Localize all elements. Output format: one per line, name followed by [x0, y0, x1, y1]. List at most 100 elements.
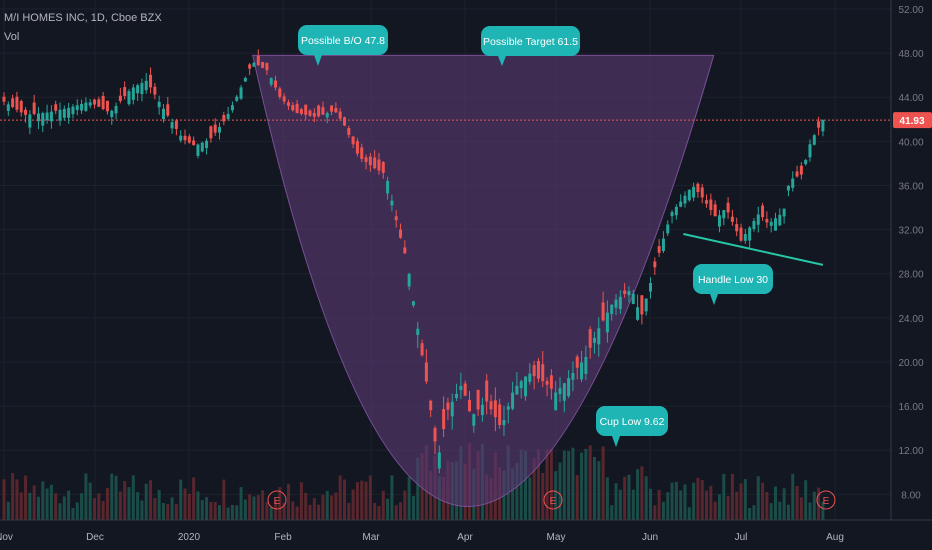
- volume-bar: [248, 494, 252, 520]
- candle-body: [49, 111, 53, 122]
- candle-body: [614, 299, 618, 308]
- volume-bar: [161, 503, 165, 520]
- volume-bar: [2, 479, 6, 520]
- candle-body: [351, 136, 355, 145]
- candle-body: [717, 215, 721, 227]
- volume-bar: [558, 462, 562, 520]
- candle-body: [118, 95, 122, 102]
- annotation-callout[interactable]: Possible Target 61.5: [481, 26, 580, 66]
- candle-body: [476, 389, 480, 410]
- earnings-marker[interactable]: [816, 490, 836, 510]
- time-tick-label: Dec: [86, 532, 104, 543]
- earnings-marker-label: E: [823, 496, 830, 507]
- annotation-callouts[interactable]: Possible B/O 47.8 Possible Target 61.5 Han…: [298, 25, 773, 447]
- candle-body: [817, 121, 821, 128]
- price-tick-label: 16.00: [898, 402, 923, 413]
- volume-bar: [761, 482, 765, 520]
- candle-body: [381, 162, 385, 173]
- volume-bar: [722, 473, 726, 520]
- candle-body: [127, 91, 131, 105]
- volume-bar: [640, 466, 644, 520]
- volume-bar: [269, 506, 273, 520]
- candle-body: [567, 378, 571, 397]
- volume-bar: [243, 499, 247, 520]
- volume-bar: [222, 479, 226, 520]
- volume-bar: [756, 476, 760, 520]
- volume-bar: [817, 487, 821, 520]
- candle-body: [312, 112, 316, 117]
- candle-body: [773, 218, 777, 231]
- candle-body: [192, 140, 196, 145]
- callout-tail: [612, 436, 620, 447]
- volume-bar: [218, 505, 222, 520]
- candle-body: [713, 204, 717, 217]
- volume-bar: [717, 494, 721, 520]
- candle-body: [144, 80, 148, 91]
- candle-body: [235, 96, 239, 101]
- candle-body: [84, 102, 88, 111]
- candle-body: [653, 261, 657, 268]
- volume-bar: [347, 503, 351, 520]
- volume-bar: [101, 500, 105, 520]
- volume-bar: [364, 481, 368, 520]
- volume-bar: [524, 450, 528, 520]
- price-tick-label: 20.00: [898, 358, 923, 369]
- handle-trendline[interactable]: [683, 233, 824, 266]
- volume-bar: [330, 495, 334, 520]
- candle-body: [666, 224, 670, 234]
- candle-body: [562, 383, 566, 401]
- candle-body: [592, 337, 596, 343]
- candle-body: [756, 214, 760, 225]
- time-scale-panel[interactable]: [0, 520, 932, 550]
- candle-body: [649, 283, 653, 292]
- candle-body: [325, 113, 329, 118]
- candle-body: [799, 165, 803, 175]
- candle-body: [657, 246, 661, 253]
- volume-bar: [545, 449, 549, 520]
- callout-box: [298, 25, 388, 55]
- candle-body: [437, 452, 441, 469]
- price-tick-label: 12.00: [898, 446, 923, 457]
- volume-bar: [623, 476, 627, 520]
- volume-bar: [597, 461, 601, 520]
- time-tick-label: Jun: [642, 532, 658, 543]
- candle-body: [67, 107, 71, 118]
- candle-body: [140, 83, 144, 94]
- candle-body: [205, 140, 209, 149]
- volume-bar: [41, 481, 45, 520]
- candle-body: [498, 404, 502, 425]
- volume-bar: [93, 498, 97, 520]
- volume-bar: [123, 481, 127, 520]
- candle-body: [709, 199, 713, 210]
- earnings-marker[interactable]: [543, 490, 563, 510]
- cup-pattern-area[interactable]: [252, 54, 715, 507]
- candle-body: [15, 96, 19, 110]
- price-tick-label: 28.00: [898, 270, 923, 281]
- annotation-callout[interactable]: Cup Low 9.62: [596, 406, 668, 447]
- candle-body: [291, 105, 295, 111]
- price-scale-panel[interactable]: [891, 0, 932, 520]
- volume-indicator-label[interactable]: Vol: [4, 31, 19, 43]
- volume-bar: [666, 492, 670, 520]
- volume-bar: [114, 475, 118, 520]
- annotation-callout[interactable]: Handle Low 30: [693, 264, 773, 305]
- price-tick-label: 24.00: [898, 314, 923, 325]
- symbol-title[interactable]: M/I HOMES INC, 1D, Cboe BZX: [4, 12, 162, 24]
- candle-body: [80, 103, 84, 111]
- volume-bar: [580, 452, 584, 520]
- volume-bar: [58, 503, 62, 520]
- candle-body: [769, 221, 773, 226]
- earnings-marker[interactable]: [267, 490, 287, 510]
- candle-body: [411, 301, 415, 306]
- candle-body: [71, 106, 75, 115]
- volume-bar: [6, 501, 10, 520]
- volume-bar: [752, 505, 756, 520]
- candle-body: [19, 100, 23, 113]
- annotation-callout[interactable]: Possible B/O 47.8: [298, 25, 388, 66]
- candle-body: [299, 109, 303, 114]
- price-tick-label: 8.00: [901, 490, 921, 501]
- candle-body: [334, 108, 338, 113]
- candle-body: [808, 144, 812, 158]
